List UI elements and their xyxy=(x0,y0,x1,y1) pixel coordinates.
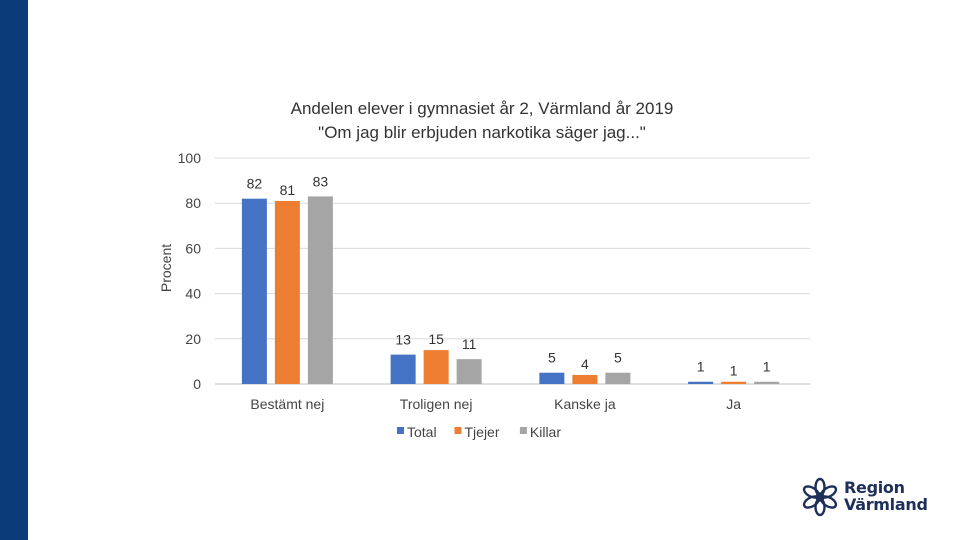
category-label: Bestämt nej xyxy=(250,396,324,412)
bar xyxy=(572,374,598,384)
bar xyxy=(423,350,449,384)
legend-label: Killar xyxy=(530,424,561,440)
data-label: 82 xyxy=(247,176,263,192)
chart-title-line-2: "Om jag blir erbjuden narkotika säger ja… xyxy=(318,123,646,142)
data-label: 13 xyxy=(395,332,411,348)
gridlines xyxy=(215,157,810,385)
data-label: 1 xyxy=(697,359,705,375)
legend-swatch xyxy=(519,427,527,434)
legend: Total Tjejer Killar xyxy=(397,424,561,440)
bar xyxy=(456,359,482,384)
data-label: 83 xyxy=(313,173,329,189)
y-tick-labels: 0 20 40 60 80 100 xyxy=(178,150,202,392)
legend-label: Tjejer xyxy=(465,424,500,440)
y-tick-label: 100 xyxy=(178,150,202,166)
bar xyxy=(721,381,747,384)
y-tick-label: 60 xyxy=(185,240,201,256)
logo-line-2: Värmland xyxy=(844,495,928,514)
category-labels: Bestämt nej Troligen nej Kanske ja Ja xyxy=(250,396,741,412)
region-varmland-logo: Region Värmland xyxy=(800,476,940,518)
bar xyxy=(754,381,780,384)
data-label: 5 xyxy=(548,350,556,366)
bar xyxy=(241,198,267,384)
bar xyxy=(307,196,333,384)
bar xyxy=(539,372,565,384)
y-tick-label: 0 xyxy=(193,376,201,392)
legend-swatch xyxy=(397,427,404,434)
data-label: 1 xyxy=(730,363,738,379)
bar xyxy=(390,354,416,384)
bar xyxy=(274,200,300,384)
y-tick-label: 40 xyxy=(185,286,201,302)
data-label: 15 xyxy=(428,331,444,347)
flower-logo-icon xyxy=(802,477,838,517)
data-label: 81 xyxy=(280,182,296,198)
y-axis-label: Procent xyxy=(158,244,174,292)
legend-label: Total xyxy=(407,424,437,440)
category-label: Ja xyxy=(726,396,741,412)
y-tick-label: 20 xyxy=(185,331,201,347)
data-label: 4 xyxy=(581,356,589,372)
legend-swatch xyxy=(454,427,462,434)
chart-title-line-1: Andelen elever i gymnasiet år 2, Värmlan… xyxy=(291,99,674,118)
bar xyxy=(605,372,631,384)
category-label: Kanske ja xyxy=(554,396,616,412)
bars xyxy=(241,196,780,384)
side-accent-bar xyxy=(0,0,28,540)
data-label: 5 xyxy=(614,350,622,366)
category-label: Troligen nej xyxy=(400,396,473,412)
data-label: 11 xyxy=(462,336,477,352)
logo-text: Region Värmland xyxy=(844,479,928,513)
data-label: 1 xyxy=(763,359,771,375)
logo-line-1: Region xyxy=(844,478,905,497)
y-tick-label: 80 xyxy=(185,195,201,211)
bar xyxy=(688,381,714,384)
